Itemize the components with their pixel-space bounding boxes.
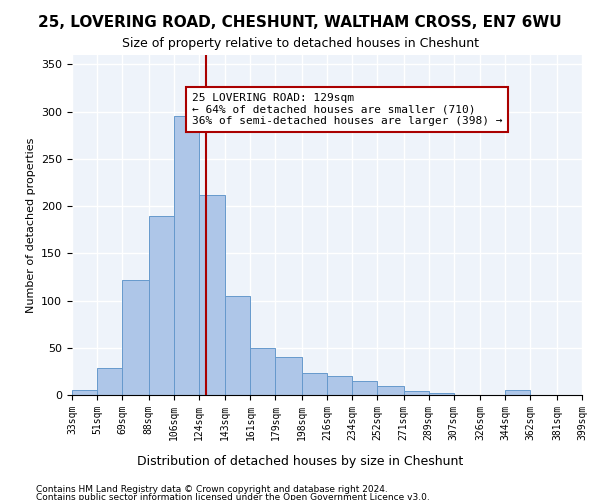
Text: Contains public sector information licensed under the Open Government Licence v3: Contains public sector information licen…: [36, 492, 430, 500]
Bar: [72, 390, 97, 395]
Bar: [327, 376, 352, 395]
Text: 25 LOVERING ROAD: 129sqm
← 64% of detached houses are smaller (710)
36% of semi-: 25 LOVERING ROAD: 129sqm ← 64% of detach…: [192, 93, 502, 126]
Text: Contains HM Land Registry data © Crown copyright and database right 2024.: Contains HM Land Registry data © Crown c…: [36, 485, 388, 494]
Bar: [199, 195, 225, 395]
Y-axis label: Number of detached properties: Number of detached properties: [26, 138, 35, 312]
Bar: [97, 368, 122, 395]
Bar: [250, 348, 275, 395]
Bar: [377, 386, 404, 395]
Text: Size of property relative to detached houses in Cheshunt: Size of property relative to detached ho…: [121, 38, 479, 51]
Bar: [404, 391, 429, 395]
Bar: [505, 390, 530, 395]
Bar: [122, 280, 149, 395]
Bar: [225, 296, 250, 395]
Bar: [149, 216, 174, 395]
Bar: [275, 357, 302, 395]
Text: Distribution of detached houses by size in Cheshunt: Distribution of detached houses by size …: [137, 455, 463, 468]
Bar: [302, 374, 327, 395]
Bar: [174, 116, 199, 395]
Bar: [352, 381, 377, 395]
Text: 25, LOVERING ROAD, CHESHUNT, WALTHAM CROSS, EN7 6WU: 25, LOVERING ROAD, CHESHUNT, WALTHAM CRO…: [38, 15, 562, 30]
Bar: [429, 393, 454, 395]
